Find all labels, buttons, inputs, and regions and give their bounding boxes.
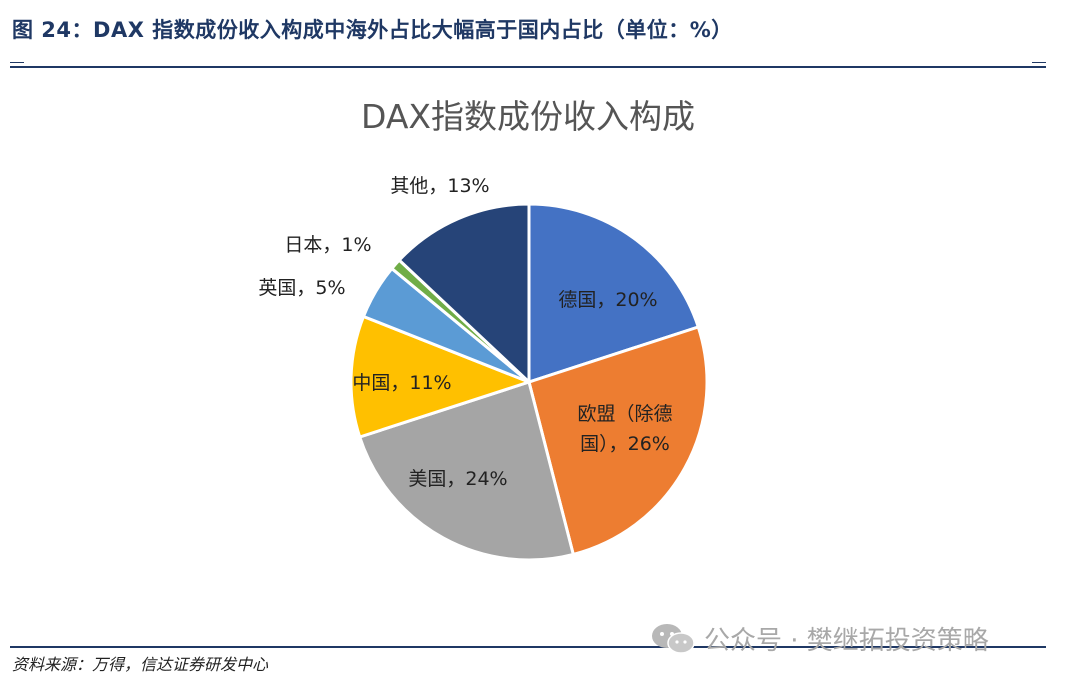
top-rule-tick-right xyxy=(1032,62,1046,63)
source-note: 资料来源：万得，信达证券研发中心 xyxy=(12,655,269,674)
bottom-rule xyxy=(10,646,1046,648)
pie-labels: 德国，20% 欧盟（除德国），26% 美国，24% 中国，11% 英国，5% 日本，1% 其… xyxy=(258,175,672,490)
pie-slice xyxy=(527,325,709,557)
slice-label: 英国，5% xyxy=(258,277,345,299)
top-rule-tick-left xyxy=(10,62,24,63)
slice-label: 美国，24% xyxy=(408,468,507,490)
chart-title: DAX指数成份收入构成 xyxy=(361,97,695,136)
pie-slice xyxy=(397,202,531,386)
watermark: 公众号 · 樊继拓投资策略 xyxy=(650,620,989,657)
wechat-icon xyxy=(652,623,695,654)
slice-label: 德国，20% xyxy=(558,289,657,311)
slice-label: 欧盟（除德 xyxy=(577,403,672,425)
pie-slice xyxy=(357,380,576,562)
slice-label: 国），26% xyxy=(580,433,670,455)
pie-slice xyxy=(527,202,701,385)
slice-label: 中国，11% xyxy=(352,372,451,394)
figure-title: 图 24：DAX 指数成份收入构成中海外占比大幅高于国内占比（单位：%） xyxy=(12,18,733,42)
pie-chart: DAX指数成份收入构成 德国，20% 欧盟（除德国），26% 美国，24% 中国，11… xyxy=(258,97,709,562)
pie-slice xyxy=(349,314,534,439)
slice-label: 其他，13% xyxy=(390,175,489,197)
slice-label: 日本，1% xyxy=(284,234,371,256)
pie-slices xyxy=(349,202,709,562)
watermark-text: 公众号 · 樊继拓投资策略 xyxy=(704,626,989,656)
top-rule xyxy=(10,66,1046,68)
